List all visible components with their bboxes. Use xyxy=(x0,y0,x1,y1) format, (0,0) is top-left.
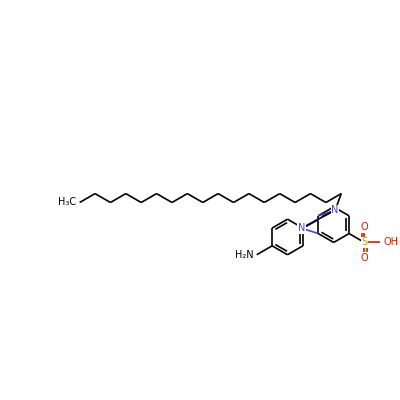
Text: H₂N: H₂N xyxy=(235,250,254,260)
Text: H₃C: H₃C xyxy=(58,198,76,208)
Text: O: O xyxy=(361,252,368,262)
Text: N: N xyxy=(298,223,305,233)
Text: N: N xyxy=(332,205,339,215)
Text: OH: OH xyxy=(384,238,398,248)
Text: O: O xyxy=(361,222,368,232)
Text: S: S xyxy=(361,238,368,248)
